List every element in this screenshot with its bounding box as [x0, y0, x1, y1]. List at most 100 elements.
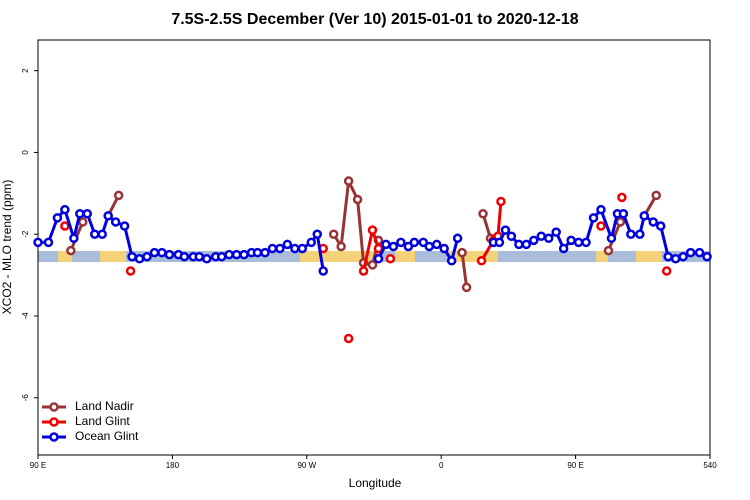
legend-label: Land Glint — [75, 414, 130, 428]
data-point — [635, 229, 645, 239]
data-point — [78, 217, 88, 227]
data-point — [297, 243, 308, 254]
data-point — [639, 211, 650, 221]
data-point — [381, 239, 391, 250]
data-point — [603, 245, 614, 256]
data-point — [282, 239, 293, 250]
data-point — [343, 176, 354, 186]
data-point — [260, 247, 270, 258]
data-point — [103, 211, 113, 221]
data-point — [69, 233, 79, 244]
data-point — [60, 221, 70, 231]
plot-frame — [37, 39, 711, 456]
data-point — [33, 237, 43, 248]
data-point — [551, 227, 561, 237]
data-point — [615, 217, 626, 227]
x-axis-label: Longitude — [349, 476, 402, 490]
data-point — [385, 253, 396, 264]
data-point — [239, 249, 249, 260]
data-point — [506, 231, 517, 242]
data-point — [596, 204, 606, 215]
data-point — [127, 251, 137, 262]
legend-marker — [49, 432, 59, 442]
data-point — [685, 247, 696, 258]
data-point — [521, 239, 532, 250]
legend-label: Land Nadir — [75, 399, 134, 413]
data-point — [358, 266, 369, 276]
data-point — [663, 251, 673, 262]
data-point — [66, 245, 76, 256]
data-point — [702, 251, 712, 262]
data-point — [290, 243, 300, 254]
data-point — [661, 266, 672, 276]
data-point — [75, 209, 85, 219]
data-point — [558, 243, 569, 254]
data-point — [113, 190, 124, 201]
y-tick-label: -6 — [21, 394, 30, 402]
data-point — [494, 237, 505, 248]
y-tick-label: 2 — [21, 68, 30, 73]
data-point — [409, 237, 420, 248]
data-point — [514, 239, 524, 250]
data-point — [367, 225, 378, 235]
data-point — [606, 233, 617, 244]
x-tick-label: 180 — [166, 461, 180, 470]
chart-title: 7.5S-2.5S December (Ver 10) 2015-01-01 t… — [171, 11, 578, 28]
data-point — [97, 229, 107, 239]
data-point — [134, 253, 145, 264]
legend-marker — [49, 402, 59, 412]
data-point — [164, 249, 175, 260]
data-point — [373, 243, 384, 254]
data-point — [52, 213, 63, 223]
data-point — [694, 247, 705, 258]
x-tick-label: 90 W — [297, 461, 316, 470]
data-point — [157, 247, 167, 258]
data-point — [529, 235, 539, 246]
data-point — [431, 239, 442, 250]
data-point — [388, 241, 399, 252]
data-point — [536, 231, 547, 242]
data-point — [588, 213, 599, 223]
data-point — [194, 251, 205, 262]
data-point — [403, 241, 414, 252]
data-point — [179, 251, 190, 262]
data-point — [478, 209, 488, 219]
data-point — [231, 249, 242, 260]
data-point — [318, 266, 328, 276]
data-point — [581, 237, 591, 248]
y-axis-label: XCO2 - MLO trend (ppm) — [0, 180, 14, 315]
data-point — [352, 194, 363, 205]
y-tick-label: -2 — [21, 230, 30, 238]
data-point — [119, 221, 130, 231]
data-point — [125, 266, 136, 276]
data-point — [367, 260, 378, 270]
data-point — [573, 237, 584, 248]
data-point — [461, 282, 472, 293]
data-point — [149, 247, 160, 258]
data-point — [43, 237, 54, 248]
data-point — [60, 204, 70, 215]
data-point — [651, 190, 661, 201]
data-point — [252, 247, 263, 258]
y-tick-label: -4 — [21, 312, 30, 320]
data-point — [496, 196, 506, 207]
legend-marker — [49, 417, 59, 427]
data-point — [596, 221, 606, 231]
data-point — [224, 249, 234, 260]
data-point — [306, 237, 317, 248]
data-point — [418, 237, 429, 248]
y-tick-label: 0 — [21, 150, 30, 155]
data-point — [543, 233, 554, 244]
data-point — [617, 192, 627, 203]
data-point — [439, 243, 449, 254]
data-point — [452, 233, 463, 244]
data-point — [343, 333, 354, 344]
data-point — [142, 251, 152, 262]
data-point — [446, 256, 457, 266]
data-point — [618, 209, 629, 219]
x-tick-label: 90 E — [30, 461, 46, 470]
x-tick-label: 540 — [703, 461, 717, 470]
data-point — [626, 229, 636, 239]
data-point — [201, 253, 212, 264]
